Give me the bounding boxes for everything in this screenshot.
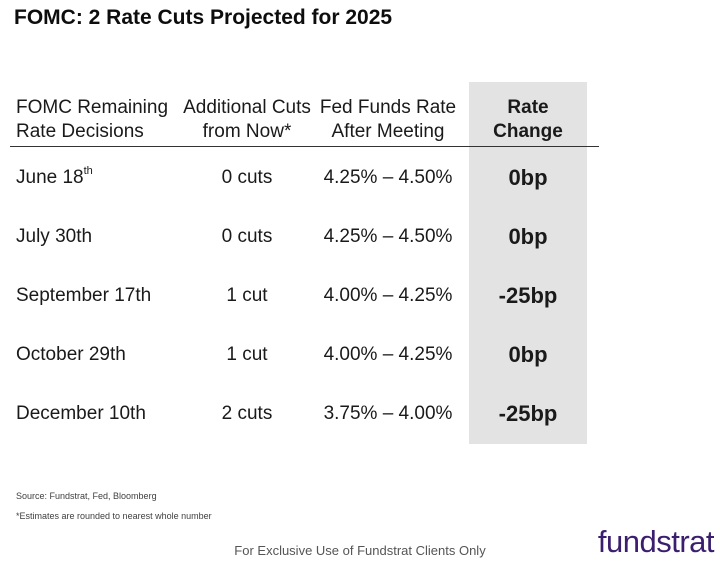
header-line: Rate <box>507 97 549 118</box>
header-line: Rate Decisions <box>16 121 144 142</box>
exclusive-use-footer: For Exclusive Use of Fundstrat Clients O… <box>234 543 486 558</box>
fed-funds-rate: 4.25% – 4.50% <box>323 167 453 188</box>
meeting-date: July 30th <box>16 226 93 247</box>
table-row: September 17th 1 cut 4.00% – 4.25% -25bp <box>0 276 720 316</box>
table-row: July 30th 0 cuts 4.25% – 4.50% 0bp <box>0 217 720 257</box>
header-line: Additional Cuts <box>183 97 311 118</box>
header-rate-change: Rate Change <box>469 96 587 144</box>
additional-cuts: 1 cut <box>226 344 268 365</box>
header-divider <box>10 146 599 147</box>
header-remaining-decisions: FOMC Remaining Rate Decisions <box>16 96 168 144</box>
source-note: Source: Fundstrat, Fed, Bloomberg <box>16 491 157 501</box>
fed-funds-rate: 4.00% – 4.25% <box>323 285 453 306</box>
header-line: After Meeting <box>331 121 445 142</box>
date-ordinal-suffix: th <box>83 164 93 177</box>
header-additional-cuts: Additional Cuts from Now* <box>176 96 318 144</box>
table-row: October 29th 1 cut 4.00% – 4.25% 0bp <box>0 335 720 375</box>
header-line: FOMC Remaining <box>16 97 169 118</box>
header-fed-funds-rate: Fed Funds Rate After Meeting <box>318 96 458 144</box>
header-line: from Now* <box>202 121 292 142</box>
additional-cuts: 1 cut <box>226 285 268 306</box>
table-row: December 10th 2 cuts 3.75% – 4.00% -25bp <box>0 394 720 434</box>
rate-change: 0bp <box>508 224 548 249</box>
meeting-date: June 18th <box>16 164 93 188</box>
rate-change: -25bp <box>498 283 558 308</box>
additional-cuts: 2 cuts <box>221 403 273 424</box>
additional-cuts: 0 cuts <box>221 167 273 188</box>
fundstrat-logo: fundstrat <box>597 524 715 559</box>
meeting-date: September 17th <box>16 285 152 306</box>
rate-change: 0bp <box>508 342 548 367</box>
table-row: June 18th 0 cuts 4.25% – 4.50% 0bp <box>0 158 720 198</box>
estimate-footnote: *Estimates are rounded to nearest whole … <box>16 511 212 521</box>
fed-funds-rate: 4.25% – 4.50% <box>323 226 453 247</box>
rate-change: 0bp <box>508 165 548 190</box>
rate-change: -25bp <box>498 401 558 426</box>
fed-funds-rate: 4.00% – 4.25% <box>323 344 453 365</box>
header-line: Change <box>493 121 563 142</box>
rate-change-column-shading <box>469 82 587 444</box>
header-line: Fed Funds Rate <box>319 97 457 118</box>
fed-funds-rate: 3.75% – 4.00% <box>323 403 453 424</box>
meeting-date: December 10th <box>16 403 146 424</box>
meeting-date: October 29th <box>16 344 126 365</box>
additional-cuts: 0 cuts <box>221 226 273 247</box>
page-title: FOMC: 2 Rate Cuts Projected for 2025 <box>14 6 393 29</box>
